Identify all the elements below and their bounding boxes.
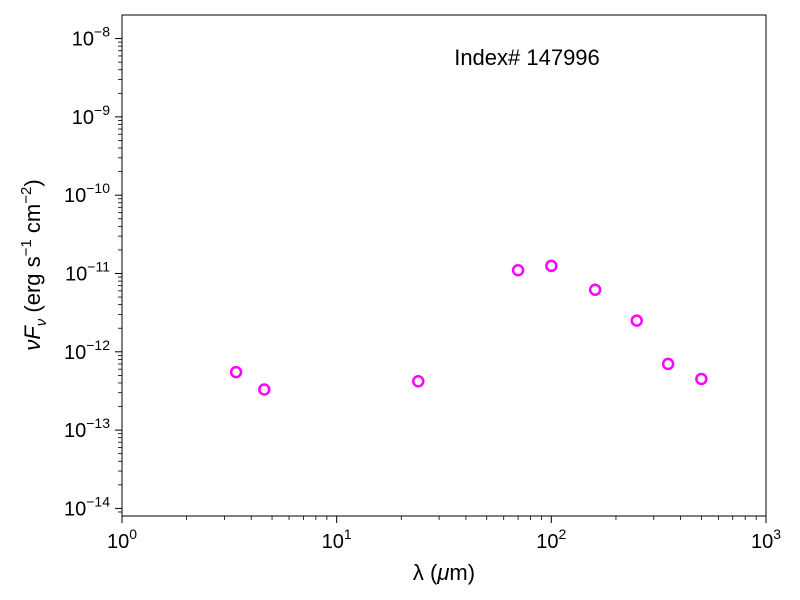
y-label-sub: ν: [33, 318, 50, 326]
data-point: [258, 383, 271, 396]
data-points: [229, 259, 708, 396]
plot-area: [122, 15, 766, 516]
x-label-suffix: m): [449, 560, 475, 585]
x-axis-tick-labels: 100 101 102 103: [107, 526, 781, 553]
x-tick-label: 102: [536, 526, 566, 553]
index-annotation: Index# 147996: [454, 45, 600, 70]
data-point: [511, 264, 525, 277]
x-tick-label: 101: [322, 526, 352, 553]
y-tick-label: 10−14: [64, 493, 110, 520]
y-label-end: ): [20, 179, 45, 186]
data-point: [229, 365, 243, 379]
y-label-units-2: cm: [20, 204, 45, 239]
data-point: [661, 357, 675, 371]
data-point: [545, 259, 558, 273]
y-label-units-1: (erg s: [20, 256, 45, 318]
y-label-f: F: [20, 325, 45, 340]
y-tick-label: 10−12: [64, 337, 110, 364]
y-tick-label: 10−11: [65, 258, 110, 285]
x-tick-label: 103: [751, 526, 781, 553]
x-axis-label: λ (μm): [413, 560, 475, 585]
y-label-nu: ν: [20, 340, 45, 351]
y-tick-label: 10−10: [64, 180, 110, 207]
y-label-exp-2: −2: [18, 187, 35, 204]
y-tick-label: 10−13: [64, 415, 110, 442]
y-axis-ticks: [115, 38, 122, 513]
data-point: [695, 372, 708, 386]
x-axis-ticks: [121, 516, 767, 523]
plot-frame: [121, 14, 767, 517]
x-label-prefix: λ (: [413, 560, 438, 585]
data-point: [412, 375, 425, 388]
data-point: [630, 314, 644, 327]
y-tick-label: 10−9: [72, 102, 110, 129]
y-tick-label: 10−8: [72, 24, 110, 51]
data-point: [588, 283, 602, 296]
x-tick-label: 100: [107, 526, 137, 553]
x-label-mu: μ: [436, 560, 449, 585]
y-label-exp-1: −1: [18, 239, 35, 256]
y-axis-tick-labels: 10−14 10−13 10−12 10−11 10−10 10−9 10−8: [64, 24, 110, 521]
y-axis-label: νFν (erg s−1 cm−2): [18, 179, 50, 350]
